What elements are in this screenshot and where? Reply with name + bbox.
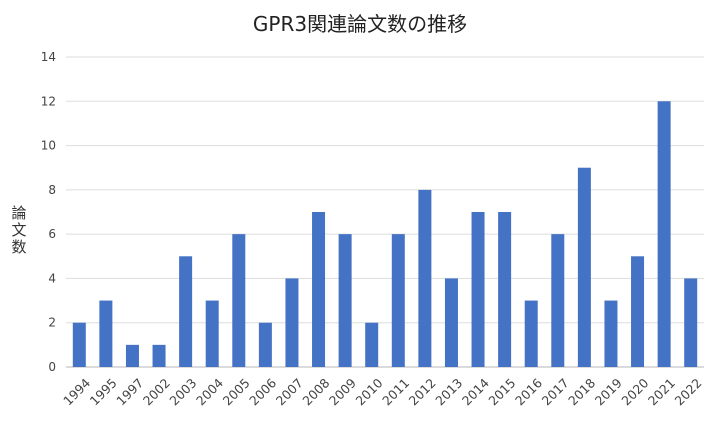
x-tick-label: 2020 <box>618 375 651 408</box>
x-tick-label: 1995 <box>87 375 120 408</box>
x-tick-label: 2003 <box>166 375 199 408</box>
y-tick-label: 14 <box>41 50 56 64</box>
x-tick-label: 2009 <box>326 375 359 408</box>
x-tick-label: 2016 <box>512 375 545 408</box>
bar-2016 <box>524 300 538 367</box>
bar-2015 <box>498 212 512 367</box>
bar-2005 <box>232 234 246 367</box>
y-tick-label: 12 <box>41 94 56 108</box>
y-axis-label: 論文数 <box>9 204 28 256</box>
x-tick-label: 2004 <box>193 375 226 408</box>
chart-title: GPR3関連論文数の推移 <box>252 12 468 36</box>
x-tick-label: 2021 <box>645 375 678 408</box>
bar-2002 <box>152 344 166 367</box>
x-tick-label: 1997 <box>113 375 146 408</box>
x-tick-label: 2008 <box>299 375 332 408</box>
x-tick-label: 2011 <box>379 375 412 408</box>
bar-2011 <box>391 234 405 367</box>
bar-1994 <box>72 322 86 367</box>
bar-1995 <box>99 300 113 367</box>
bar-2020 <box>631 256 645 367</box>
x-tick-label: 2010 <box>353 375 386 408</box>
y-tick-label: 2 <box>48 316 56 330</box>
bar-2012 <box>418 189 432 367</box>
bar-2022 <box>684 278 698 367</box>
x-tick-label: 2015 <box>485 375 518 408</box>
x-tick-label: 1994 <box>60 375 93 408</box>
x-tick-label: 2005 <box>220 375 253 408</box>
x-tick-label: 2002 <box>140 375 173 408</box>
bar-2004 <box>205 300 219 367</box>
bar-2007 <box>285 278 299 367</box>
x-tick-label: 2007 <box>273 375 306 408</box>
x-tick-label: 2018 <box>565 375 598 408</box>
x-tick-label: 2012 <box>406 375 439 408</box>
bar-2010 <box>365 322 379 367</box>
x-tick-label: 2013 <box>432 375 465 408</box>
bar-2019 <box>604 300 618 367</box>
x-tick-label: 2019 <box>592 375 625 408</box>
x-tick-label: 2022 <box>672 375 705 408</box>
y-tick-label: 0 <box>48 360 56 374</box>
bar-2014 <box>471 212 485 367</box>
bar-2009 <box>338 234 352 367</box>
x-tick-label: 2006 <box>246 375 279 408</box>
bar-2006 <box>258 322 272 367</box>
x-tick-label: 2017 <box>539 375 572 408</box>
bar-2008 <box>312 212 326 367</box>
bar-2018 <box>577 167 591 367</box>
bar-1997 <box>125 344 139 367</box>
y-tick-label: 10 <box>41 139 56 153</box>
bar-2013 <box>444 278 458 367</box>
bar-2017 <box>551 234 565 367</box>
y-tick-label: 4 <box>48 271 56 285</box>
x-tick-label: 2014 <box>459 375 492 408</box>
bar-2003 <box>179 256 193 367</box>
y-tick-label: 8 <box>48 183 56 197</box>
y-tick-label: 6 <box>48 227 56 241</box>
bar-2021 <box>657 101 671 368</box>
